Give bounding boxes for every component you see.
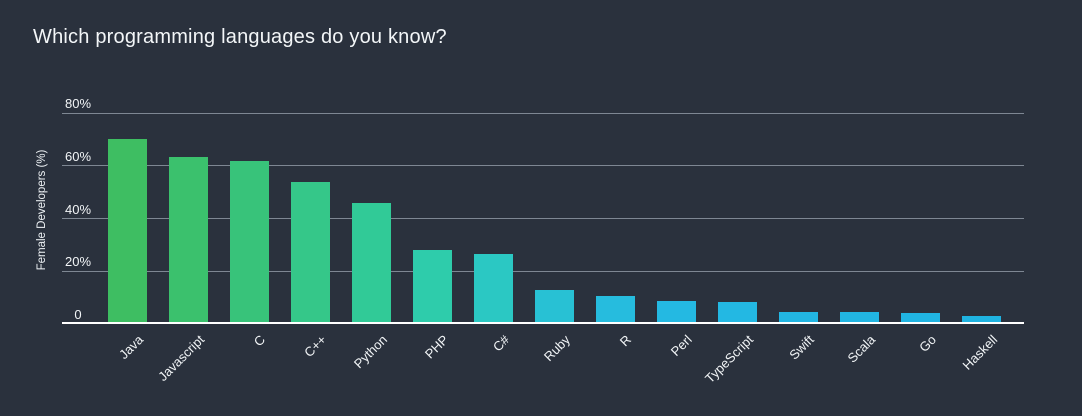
bar-haskell[interactable] [962,315,1001,322]
x-axis-label-ruby: Ruby [541,332,574,365]
bar-csharp[interactable] [474,253,513,322]
x-axis-label-python: Python [350,332,391,372]
bar-c[interactable] [230,160,269,322]
x-axis-label-java: Java [116,332,147,363]
x-axis-label-cplusplus: C++ [301,332,330,360]
y-tick-label-80: 80% [64,96,92,111]
bar-typescript[interactable] [718,301,757,322]
y-gridline-40 [62,218,1024,219]
x-axis-label-c: C [250,332,269,350]
y-axis-title: Female Developers (%) [36,149,48,271]
y-tick-label-20: 20% [64,254,92,270]
x-axis-label-typescript: TypeScript [702,332,757,387]
y-gridline-60 [62,165,1024,167]
x-axis-label-swift: Swift [786,332,818,363]
bar-perl[interactable] [657,300,696,322]
x-axis-label-go: Go [916,332,940,355]
x-axis-label-perl: Perl [668,332,696,359]
bar-cplusplus[interactable] [291,182,330,322]
bar-java[interactable] [108,138,147,322]
chart-title: Which programming languages do you know? [33,26,447,48]
bar-python[interactable] [352,203,391,322]
x-axis-label-javascript: Javascript [155,332,208,384]
y-tick-label-60: 60% [64,148,92,164]
x-axis-line [62,322,1024,324]
y-gridline-80 [62,112,1024,114]
bar-go[interactable] [901,313,940,322]
bar-ruby[interactable] [535,289,574,322]
x-axis-labels: Java Javascript C C++ Python PHP C# Ruby R Perl Ty… [0,332,1082,416]
x-axis-label-scala: Scala [844,332,879,366]
x-axis-label-r: R [616,332,635,350]
bar-javascript[interactable] [169,156,208,322]
x-axis-label-csharp: C# [489,332,513,355]
y-tick-label-40: 40% [64,201,92,217]
plot-area: 80% 60% 40% 20% 0 [62,96,1024,324]
y-gridline-20 [62,270,1024,272]
y-tick-label-0: 0 [74,307,82,322]
x-axis-label-php: PHP [421,332,452,362]
bar-php[interactable] [413,249,452,322]
bar-swift[interactable] [779,311,818,322]
bar-r[interactable] [596,295,635,322]
x-axis-label-haskell: Haskell [959,332,1001,373]
bar-scala[interactable] [840,311,879,322]
